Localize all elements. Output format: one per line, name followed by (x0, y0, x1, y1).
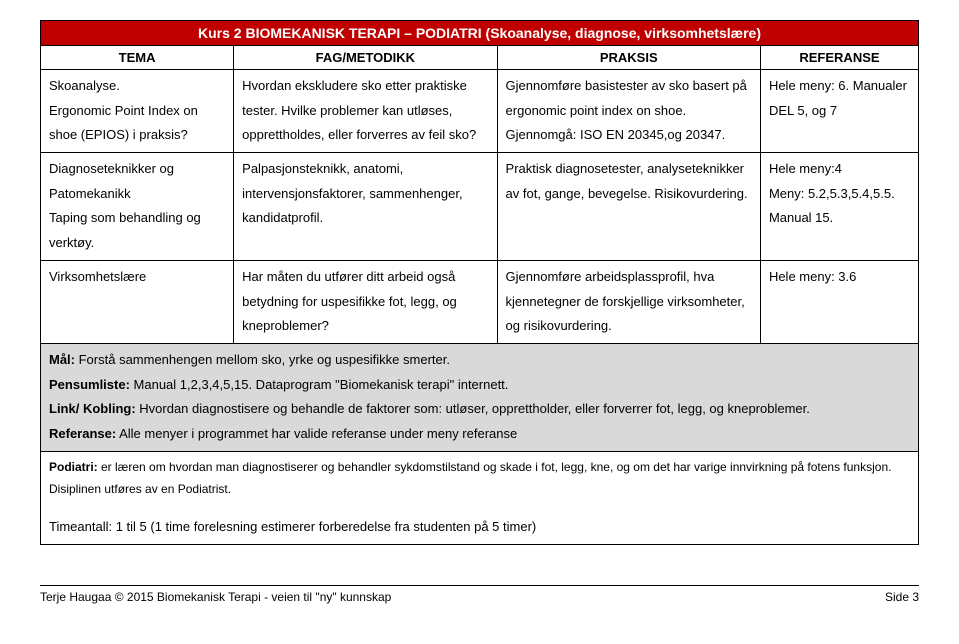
header-referanse: REFERANSE (760, 46, 918, 70)
footer-left: Terje Haugaa © 2015 Biomekanisk Terapi -… (40, 590, 391, 604)
title-row: Kurs 2 BIOMEKANISK TERAPI – PODIATRI (Sk… (41, 21, 919, 46)
footer-right: Side 3 (885, 590, 919, 604)
header-praksis: PRAKSIS (497, 46, 760, 70)
podiatri-text: er læren om hvordan man diagnostiserer o… (49, 460, 891, 497)
mal-label: Mål: (49, 352, 75, 367)
cell-tema: Diagnoseteknikker og Patomekanikk Taping… (41, 153, 234, 261)
link-text: Hvordan diagnostisere og behandle de fak… (136, 401, 810, 416)
ref-text: Alle menyer i programmet har valide refe… (116, 426, 517, 441)
cell-fag: Hvordan ekskludere sko etter praktiske t… (234, 70, 497, 153)
header-tema: TEMA (41, 46, 234, 70)
grey-section: Mål: Forstå sammenhengen mellom sko, yrk… (41, 343, 919, 451)
pensum-label: Pensumliste: (49, 377, 130, 392)
header-fag: FAG/METODIKK (234, 46, 497, 70)
table-row: Diagnoseteknikker og Patomekanikk Taping… (41, 153, 919, 261)
cell-ref: Hele meny: 6. Manualer DEL 5, og 7 (760, 70, 918, 153)
cell-praksis: Praktisk diagnosetester, analyseteknikke… (497, 153, 760, 261)
mal-text: Forstå sammenhengen mellom sko, yrke og … (75, 352, 450, 367)
course-table: Kurs 2 BIOMEKANISK TERAPI – PODIATRI (Sk… (40, 20, 919, 545)
ref-label: Referanse: (49, 426, 116, 441)
page-footer: Terje Haugaa © 2015 Biomekanisk Terapi -… (40, 585, 919, 604)
cell-ref: Hele meny:4 Meny: 5.2,5.3,5.4,5.5. Manua… (760, 153, 918, 261)
cell-praksis: Gjennomføre basistester av sko basert på… (497, 70, 760, 153)
cell-praksis: Gjennomføre arbeidsplassprofil, hva kjen… (497, 260, 760, 343)
cell-fag: Har måten du utfører ditt arbeid også be… (234, 260, 497, 343)
bottom-content: Podiatri: er læren om hvordan man diagno… (41, 451, 919, 544)
header-row: TEMA FAG/METODIKK PRAKSIS REFERANSE (41, 46, 919, 70)
table-row: Skoanalyse. Ergonomic Point Index on sho… (41, 70, 919, 153)
cell-tema: Skoanalyse. Ergonomic Point Index on sho… (41, 70, 234, 153)
link-label: Link/ Kobling: (49, 401, 136, 416)
time-text: Timeantall: 1 til 5 (1 time forelesning … (49, 515, 910, 540)
cell-ref: Hele meny: 3.6 (760, 260, 918, 343)
bottom-section: Podiatri: er læren om hvordan man diagno… (41, 451, 919, 544)
pensum-text: Manual 1,2,3,4,5,15. Dataprogram "Biomek… (130, 377, 509, 392)
course-title: Kurs 2 BIOMEKANISK TERAPI – PODIATRI (Sk… (41, 21, 919, 46)
cell-fag: Palpasjonsteknikk, anatomi, intervensjon… (234, 153, 497, 261)
grey-content: Mål: Forstå sammenhengen mellom sko, yrk… (41, 343, 919, 451)
cell-tema: Virksomhetslære (41, 260, 234, 343)
table-row: Virksomhetslære Har måten du utfører dit… (41, 260, 919, 343)
podiatri-label: Podiatri: (49, 460, 98, 474)
